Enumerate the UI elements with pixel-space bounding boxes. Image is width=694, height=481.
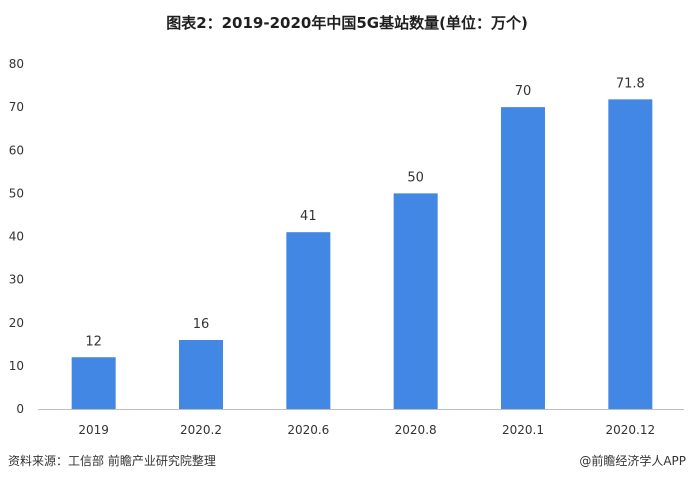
bar xyxy=(179,340,223,409)
data-label: 70 xyxy=(515,84,532,99)
credit-note: @前瞻经济学人APP xyxy=(579,454,686,468)
y-tick-label: 40 xyxy=(9,230,24,244)
y-tick-label: 30 xyxy=(9,273,24,287)
footer: 资料来源：工信部 前瞻产业研究院整理 @前瞻经济学人APP xyxy=(0,452,694,472)
x-tick-label: 2020.12 xyxy=(606,423,656,437)
data-label: 50 xyxy=(407,170,424,185)
y-tick-label: 0 xyxy=(16,402,24,416)
y-tick-label: 20 xyxy=(9,316,24,330)
source-note: 资料来源：工信部 前瞻产业研究院整理 xyxy=(8,454,216,468)
value-labels: 12 16 41 50 70 71.8 xyxy=(85,76,644,349)
category-labels: 2019 2020.2 2020.6 2020.8 2020.1 2020.12 xyxy=(78,423,655,437)
bar xyxy=(286,232,331,409)
data-label: 71.8 xyxy=(616,76,645,91)
bar xyxy=(501,107,545,409)
x-tick-label: 2019 xyxy=(78,423,109,437)
y-tick-label: 10 xyxy=(9,359,24,373)
data-label: 16 xyxy=(193,317,210,332)
bar xyxy=(608,99,653,410)
bar xyxy=(71,357,116,409)
x-tick-label: 2020.2 xyxy=(180,423,222,437)
x-tick-label: 2020.1 xyxy=(502,423,544,437)
y-axis: 0 10 20 30 40 50 60 70 80 xyxy=(9,57,24,416)
y-tick-label: 80 xyxy=(9,57,24,71)
y-tick-label: 50 xyxy=(9,186,24,200)
y-tick-label: 60 xyxy=(9,143,24,157)
data-label: 12 xyxy=(85,334,102,349)
bars xyxy=(71,99,653,410)
x-tick-label: 2020.8 xyxy=(395,423,437,437)
y-tick-label: 70 xyxy=(9,100,24,114)
data-label: 41 xyxy=(300,209,317,224)
bar xyxy=(393,193,438,409)
x-tick-label: 2020.6 xyxy=(287,423,329,437)
chart-title: 图表2：2019-2020年中国5G基站数量(单位：万个) xyxy=(166,14,528,32)
